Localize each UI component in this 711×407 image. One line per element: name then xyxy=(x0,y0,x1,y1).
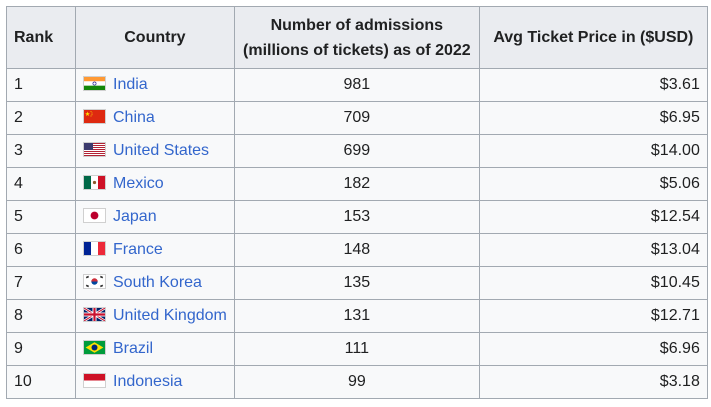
price-cell: $3.61 xyxy=(478,68,708,102)
table-row: 3 United States 699 $14.00 xyxy=(6,134,708,168)
table-row: 2 China 709 $6.95 xyxy=(6,101,708,135)
table-row: 7 South Korea 135 $10.45 xyxy=(6,266,708,300)
header-rank[interactable]: Rank xyxy=(6,6,76,69)
price-cell: $3.18 xyxy=(478,365,708,399)
country-cell: United Kingdom xyxy=(75,299,235,333)
price-cell: $10.45 xyxy=(478,266,708,300)
table-row: 1 India 981 $3.61 xyxy=(6,68,708,102)
header-admissions-line2: (millions of tickets) as of 2022 xyxy=(243,41,471,59)
country-cell: India xyxy=(75,68,235,102)
country-link[interactable]: Brazil xyxy=(113,339,154,357)
admissions-cell: 111 xyxy=(233,332,480,366)
table-row: 10 Indonesia 99 $3.18 xyxy=(6,365,708,399)
country-link[interactable]: Japan xyxy=(113,207,157,225)
country-cell: Indonesia xyxy=(75,365,235,399)
table-row: 4 Mexico 182 $5.06 xyxy=(6,167,708,201)
country-link[interactable]: Mexico xyxy=(113,174,164,192)
table-body: 1 India 981 $3.61 2 China 709 $6.95 3 United Stat… xyxy=(6,68,708,399)
price-cell: $5.06 xyxy=(478,167,708,201)
country-cell: United States xyxy=(75,134,235,168)
country-link[interactable]: France xyxy=(113,240,163,258)
admissions-cell: 981 xyxy=(233,68,480,102)
price-cell: $13.04 xyxy=(478,233,708,267)
china-flag-icon xyxy=(83,109,106,125)
admissions-cell: 131 xyxy=(233,299,480,333)
rank-cell: 4 xyxy=(6,167,76,201)
admissions-cell: 153 xyxy=(233,200,480,234)
table-row: 5 Japan 153 $12.54 xyxy=(6,200,708,234)
admissions-cell: 135 xyxy=(233,266,480,300)
japan-flag-icon xyxy=(83,208,106,224)
brazil-flag-icon xyxy=(83,340,106,356)
country-link[interactable]: China xyxy=(113,108,155,126)
admissions-cell: 99 xyxy=(233,365,480,399)
country-link[interactable]: United Kingdom xyxy=(113,306,227,324)
rank-cell: 3 xyxy=(6,134,76,168)
country-cell: Mexico xyxy=(75,167,235,201)
country-cell: Japan xyxy=(75,200,235,234)
country-link[interactable]: Indonesia xyxy=(113,372,183,390)
admissions-cell: 148 xyxy=(233,233,480,267)
price-cell: $14.00 xyxy=(478,134,708,168)
price-cell: $6.96 xyxy=(478,332,708,366)
france-flag-icon xyxy=(83,241,106,257)
price-cell: $6.95 xyxy=(478,101,708,135)
country-cell: South Korea xyxy=(75,266,235,300)
country-cell: China xyxy=(75,101,235,135)
united-states-flag-icon xyxy=(83,142,106,158)
rank-cell: 7 xyxy=(6,266,76,300)
india-flag-icon xyxy=(83,76,106,92)
price-cell: $12.71 xyxy=(478,299,708,333)
indonesia-flag-icon xyxy=(83,373,106,389)
rank-cell: 6 xyxy=(6,233,76,267)
rank-cell: 8 xyxy=(6,299,76,333)
table-row: 6 France 148 $13.04 xyxy=(6,233,708,267)
country-link[interactable]: United States xyxy=(113,141,210,159)
header-country[interactable]: Country xyxy=(75,6,235,69)
admissions-cell: 182 xyxy=(233,167,480,201)
rank-cell: 9 xyxy=(6,332,76,366)
rank-cell: 2 xyxy=(6,101,76,135)
south-korea-flag-icon xyxy=(83,274,106,290)
header-price[interactable]: Avg Ticket Price in ($USD) xyxy=(478,6,708,69)
mexico-flag-icon xyxy=(83,175,106,191)
header-admissions-line1: Number of admissions xyxy=(270,16,444,34)
country-link[interactable]: South Korea xyxy=(113,273,202,291)
country-cell: France xyxy=(75,233,235,267)
country-cell: Brazil xyxy=(75,332,235,366)
rank-cell: 10 xyxy=(6,365,76,399)
admissions-table: Rank Country Number of admissions (milli… xyxy=(6,6,708,399)
country-link[interactable]: India xyxy=(113,75,148,93)
rank-cell: 5 xyxy=(6,200,76,234)
header-admissions[interactable]: Number of admissions (millions of ticket… xyxy=(233,6,480,69)
header-row: Rank Country Number of admissions (milli… xyxy=(6,6,708,69)
table-row: 9 Brazil 111 $6.96 xyxy=(6,332,708,366)
price-cell: $12.54 xyxy=(478,200,708,234)
table-row: 8 United Kingdom 131 $12.71 xyxy=(6,299,708,333)
admissions-cell: 709 xyxy=(233,101,480,135)
united-kingdom-flag-icon xyxy=(83,307,106,323)
admissions-cell: 699 xyxy=(233,134,480,168)
rank-cell: 1 xyxy=(6,68,76,102)
